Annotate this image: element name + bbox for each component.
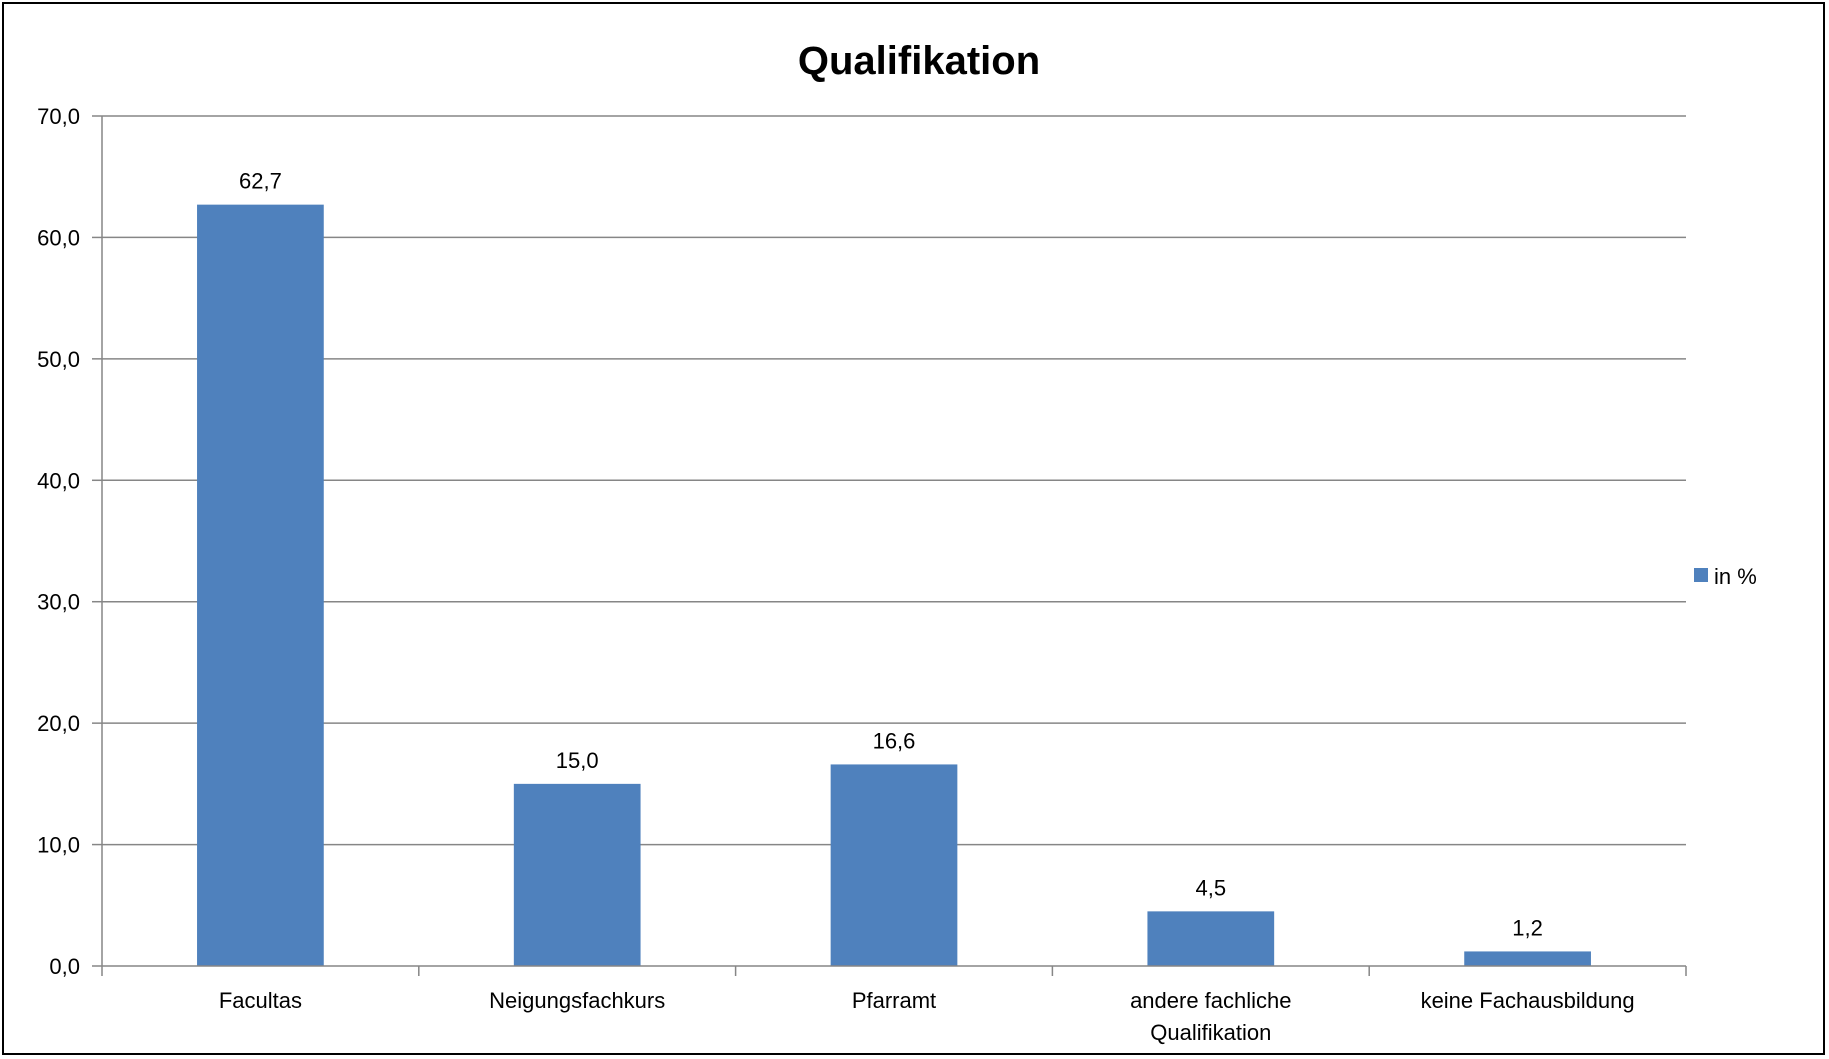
legend-label: in %: [1714, 564, 1757, 589]
y-tick-label: 50,0: [37, 347, 80, 372]
data-label: 62,7: [239, 169, 282, 194]
data-label: 16,6: [873, 728, 916, 753]
bar: [1147, 911, 1275, 966]
legend-swatch: [1694, 568, 1708, 582]
bar: [513, 783, 641, 966]
y-tick-label: 10,0: [37, 833, 80, 858]
y-tick-label: 20,0: [37, 711, 80, 736]
data-label: 15,0: [556, 748, 599, 773]
y-tick-label: 70,0: [37, 104, 80, 129]
bar: [830, 764, 958, 966]
y-tick-label: 60,0: [37, 225, 80, 250]
y-tick-label: 40,0: [37, 468, 80, 493]
data-label: 4,5: [1196, 875, 1227, 900]
x-category-label: Facultas: [219, 988, 302, 1013]
axes: [92, 115, 1687, 976]
labels: 0,0 10,0 20,0 30,0 40,0 50,0 60,0 70,0 62,7 Facul…: [37, 104, 1634, 1045]
x-category-label: Pfarramt: [852, 988, 936, 1013]
chart-title: Qualifikation: [798, 39, 1040, 83]
x-category-label: keine Fachausbildung: [1421, 988, 1635, 1013]
gridlines: [102, 115, 1686, 846]
legend: in %: [1694, 564, 1757, 589]
x-category-label: Neigungsfachkurs: [489, 988, 665, 1013]
x-category-label: Qualifikation: [1150, 1020, 1271, 1045]
x-category-label: andere fachliche: [1130, 988, 1291, 1013]
y-tick-label: 30,0: [37, 590, 80, 615]
bar-chart: Qualifikation 0,0 10,0 20,0 30,0 40,0 50,0 60,…: [37, 39, 1757, 1045]
data-label: 1,2: [1512, 915, 1543, 940]
bar: [1464, 951, 1591, 966]
bars: [197, 204, 1591, 967]
y-tick-label: 0,0: [49, 954, 80, 979]
bar: [197, 204, 324, 967]
